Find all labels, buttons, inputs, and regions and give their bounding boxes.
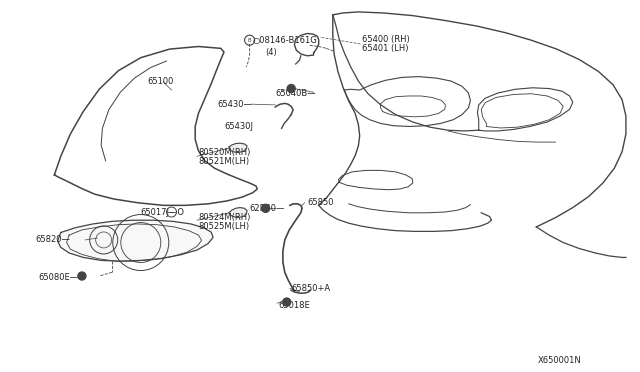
Text: X650001N: X650001N: [538, 356, 581, 365]
Text: 65017J—O: 65017J—O: [141, 208, 185, 217]
Text: 80520M(RH): 80520M(RH): [198, 148, 251, 157]
Text: 65400 (RH): 65400 (RH): [362, 35, 410, 44]
Text: 65401 (LH): 65401 (LH): [362, 44, 408, 53]
Text: 80521M(LH): 80521M(LH): [198, 157, 250, 166]
Text: 65080E—: 65080E—: [38, 273, 79, 282]
Text: 65100: 65100: [147, 77, 173, 86]
Text: 65850+A: 65850+A: [291, 284, 330, 293]
Text: 65018E: 65018E: [278, 301, 310, 310]
Text: 62B40—: 62B40—: [250, 204, 285, 213]
Text: 80524M(RH): 80524M(RH): [198, 213, 251, 222]
Text: 65430J: 65430J: [224, 122, 253, 131]
Circle shape: [78, 272, 86, 280]
Circle shape: [283, 298, 291, 306]
Text: (4): (4): [266, 48, 277, 57]
Text: 80525M(LH): 80525M(LH): [198, 222, 250, 231]
Text: ○08146-B161G: ○08146-B161G: [253, 36, 317, 45]
Polygon shape: [58, 220, 213, 261]
Circle shape: [262, 204, 269, 212]
Text: 65040B—: 65040B—: [275, 89, 316, 97]
Polygon shape: [229, 208, 247, 218]
Circle shape: [287, 84, 295, 93]
Text: 65430—: 65430—: [218, 100, 252, 109]
Text: 65850: 65850: [307, 198, 333, 207]
Polygon shape: [229, 143, 247, 153]
Text: B: B: [248, 38, 252, 43]
Text: 65820—: 65820—: [35, 235, 70, 244]
